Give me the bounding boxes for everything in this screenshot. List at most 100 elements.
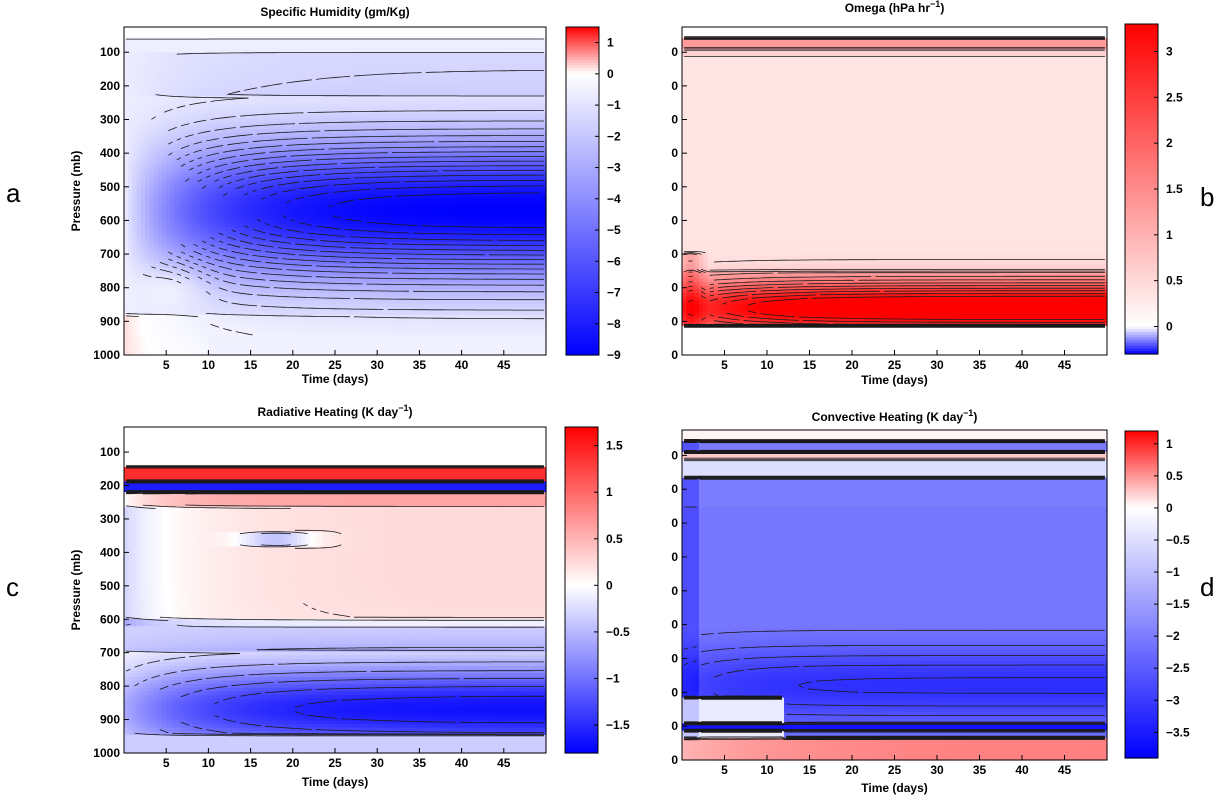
heatmap-cell — [318, 48, 323, 54]
heatmap-cell — [225, 344, 231, 349]
heatmap-cell — [292, 191, 298, 196]
heatmap-cell — [250, 150, 256, 156]
heatmap-cell — [161, 274, 167, 280]
heatmap-cell — [187, 274, 193, 280]
heatmap-cell — [263, 48, 269, 54]
heatmap-cell — [208, 63, 214, 68]
heatmap-cell — [145, 169, 150, 174]
heatmap-cell — [347, 252, 353, 258]
heatmap-cell — [330, 158, 336, 163]
heatmap-cell — [275, 351, 281, 356]
heatmap-cell — [263, 329, 269, 334]
heatmap-cell — [157, 187, 163, 192]
heatmap-cell — [335, 81, 340, 86]
heatmap-cell — [309, 212, 315, 218]
heatmap-cell — [153, 81, 159, 86]
heatmap-cell — [309, 81, 315, 86]
heatmap-cell — [157, 158, 163, 163]
heatmap-cell — [170, 169, 176, 174]
heatmap-cell — [166, 99, 172, 105]
heatmap-cell — [174, 27, 180, 32]
heatmap-cell — [199, 172, 205, 178]
heatmap-cell — [271, 220, 277, 225]
heatmap-cell — [174, 194, 180, 199]
heatmap-cell — [250, 311, 256, 316]
heatmap-cell — [242, 129, 247, 134]
heatmap-cell — [271, 48, 277, 54]
heatmap-cell — [309, 245, 315, 250]
heatmap-cell — [233, 256, 239, 261]
heatmap-cell — [161, 318, 167, 323]
heatmap-cell — [318, 176, 323, 181]
heatmap-cell — [145, 143, 150, 148]
heatmap-cell — [313, 191, 319, 196]
heatmap-cell — [347, 88, 353, 94]
heatmap-cell — [263, 296, 269, 301]
heatmap-cell — [191, 176, 197, 181]
heatmap-cell — [161, 325, 167, 331]
heatmap-cell — [166, 48, 172, 54]
heatmap-cell — [275, 118, 281, 123]
heatmap-cell — [233, 136, 239, 141]
heatmap-cell — [305, 139, 311, 145]
heatmap-cell — [301, 212, 307, 218]
heatmap-cell — [339, 216, 345, 221]
heatmap-cell — [191, 351, 197, 356]
heatmap-cell — [212, 92, 218, 97]
heatmap-cell — [322, 205, 328, 210]
heatmap-cell — [237, 114, 243, 119]
heatmap-cell — [335, 78, 340, 83]
heatmap-cell — [330, 107, 336, 112]
heatmap-cell — [313, 329, 319, 334]
heatmap-cell — [178, 322, 184, 327]
heatmap-cell — [288, 107, 294, 112]
heatmap-cell — [309, 307, 315, 312]
heatmap-cell — [330, 238, 336, 243]
heatmap-cell — [309, 132, 315, 137]
heatmap-cell — [187, 300, 193, 305]
heatmap-cell — [356, 48, 361, 54]
heatmap-cell — [157, 27, 163, 32]
heatmap-cell — [292, 96, 298, 101]
heatmap-cell — [140, 180, 146, 185]
heatmap-cell — [326, 256, 332, 261]
heatmap-cell — [301, 336, 307, 342]
heatmap-cell — [318, 209, 323, 214]
heatmap-cell — [221, 340, 226, 345]
heatmap-cell — [132, 96, 138, 101]
heatmap-cell — [284, 307, 290, 312]
heatmap-cell — [216, 107, 222, 112]
heatmap-cell — [318, 285, 323, 290]
heatmap-cell — [132, 34, 138, 39]
heatmap-cell — [347, 198, 353, 203]
heatmap-cell — [356, 107, 361, 112]
heatmap-cell — [309, 110, 315, 116]
heatmap-cell — [259, 88, 264, 94]
heatmap-cell — [178, 234, 184, 239]
heatmap-cell — [199, 85, 205, 90]
heatmap-cell — [166, 238, 172, 243]
heatmap-cell — [132, 336, 138, 342]
heatmap-cell — [267, 41, 273, 46]
heatmap-cell — [128, 223, 134, 229]
heatmap-cell — [318, 78, 323, 83]
heatmap-cell — [339, 238, 345, 243]
heatmap-cell — [229, 216, 235, 221]
heatmap-cell — [301, 125, 307, 130]
heatmap-cell — [166, 278, 172, 283]
heatmap-cell — [187, 267, 193, 272]
heatmap-cell — [221, 85, 226, 90]
heatmap-cell — [174, 347, 180, 352]
heatmap-cell — [242, 172, 247, 178]
heatmap-cell — [263, 216, 269, 221]
heatmap-cell — [343, 263, 349, 269]
heatmap-cell — [199, 110, 205, 116]
heatmap-cell — [339, 114, 345, 119]
heatmap-cell — [174, 191, 180, 196]
heatmap-cell — [153, 27, 159, 32]
heatmap-cell — [263, 314, 269, 320]
heatmap-cell — [339, 48, 345, 54]
heatmap-cell — [229, 165, 235, 170]
heatmap-cell — [330, 176, 336, 181]
heatmap-cell — [335, 282, 340, 287]
